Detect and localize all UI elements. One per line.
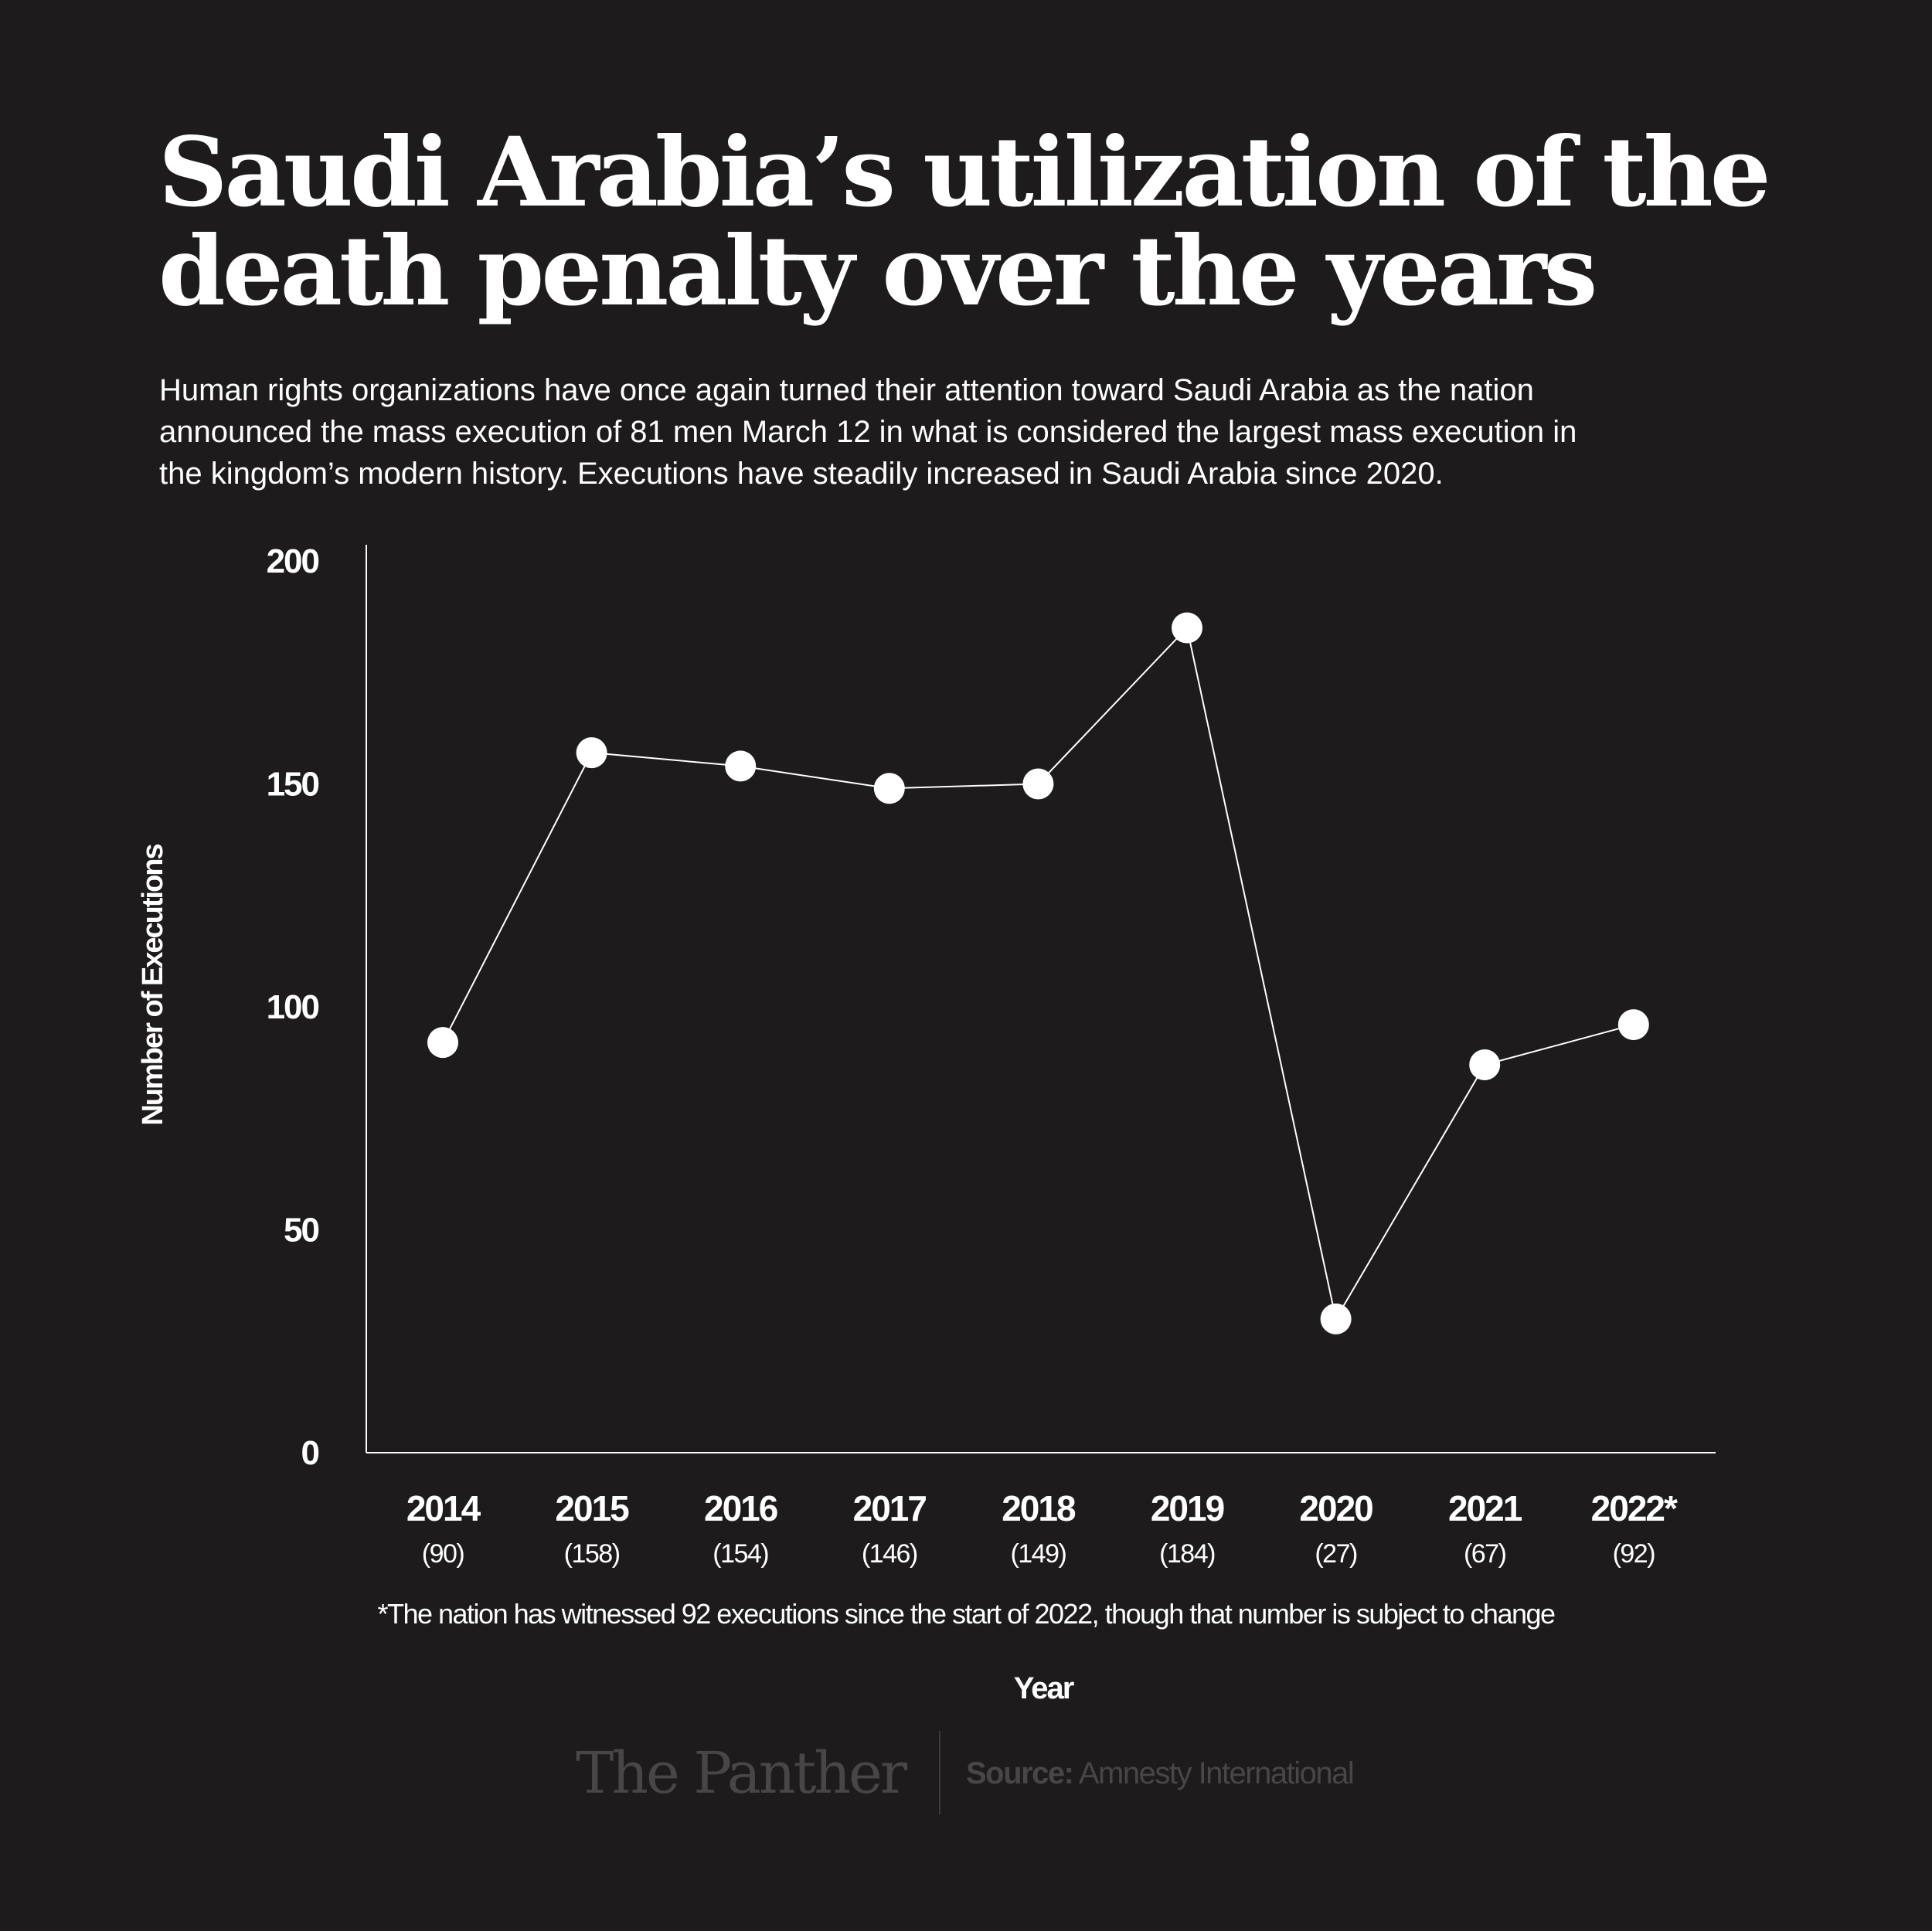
title-line-2: death penalty over the years [158, 216, 1597, 328]
x-tick-label-2017: 2017 [853, 1488, 927, 1528]
source-name: Amnesty International [1073, 1756, 1355, 1790]
data-label-2014: (90) [422, 1539, 464, 1569]
y-tick-labels: 0 50 100 150 200 [267, 542, 321, 1472]
y-tick-label-50: 50 [284, 1212, 318, 1249]
data-point-2017 [873, 773, 905, 804]
data-point-2018 [1022, 768, 1054, 800]
data-point-2021 [1469, 1049, 1501, 1081]
chart-footnote: *The nation has witnessed 92 executions … [377, 1598, 1556, 1630]
data-label-2016: (154) [713, 1539, 768, 1569]
y-tick-label-200: 200 [267, 542, 319, 580]
data-label-2021: (67) [1464, 1539, 1506, 1569]
chart-axes [366, 545, 1716, 1453]
subtitle-line-2: announced the mass execution of 81 men M… [159, 415, 1577, 449]
title-line-1: Saudi Arabia’s utilization of the [158, 117, 1771, 229]
subtitle-line-1: Human rights organizations have once aga… [159, 373, 1534, 407]
data-point-2015 [576, 737, 607, 769]
source-credit: Source: Amnesty International [966, 1731, 1355, 1816]
y-tick-label-150: 150 [267, 766, 319, 804]
y-axis-title: Number of Executions [137, 844, 169, 1125]
x-tick-label-2015: 2015 [555, 1488, 629, 1528]
x-tick-label-2016: 2016 [704, 1488, 777, 1528]
footer: The Panther Source: Amnesty Internationa… [0, 1731, 1932, 1816]
footer-divider [939, 1731, 940, 1814]
series-group [427, 612, 1649, 1334]
data-label-2017: (146) [862, 1539, 917, 1569]
x-tick-label-2019: 2019 [1151, 1488, 1224, 1528]
data-point-2019 [1172, 612, 1202, 644]
x-tick-label-2020: 2020 [1299, 1488, 1372, 1528]
data-point-2014 [427, 1027, 458, 1059]
x-tick-label-2018: 2018 [1002, 1488, 1076, 1528]
x-tick-label-2021: 2021 [1448, 1488, 1522, 1528]
subtitle-line-3: the kingdom’s modern history. Executions… [159, 457, 1444, 491]
page-title: Saudi Arabia’s utilization of the death … [158, 124, 1820, 321]
brand-logo: The Panther [576, 1740, 907, 1807]
x-axis-title: Year [1014, 1671, 1074, 1705]
data-label-2022: (92) [1613, 1539, 1655, 1569]
data-point-2020 [1320, 1303, 1352, 1334]
data-point-2022 [1617, 1009, 1649, 1041]
x-tick-label-2022: 2022* [1591, 1488, 1678, 1528]
chart-subtitle: Human rights organizations have once aga… [159, 369, 1821, 495]
data-point-2016 [725, 750, 757, 782]
source-label: Source: [966, 1756, 1074, 1790]
series-line [442, 626, 1634, 1321]
y-tick-label-100: 100 [267, 988, 319, 1026]
data-label-2020: (27) [1315, 1539, 1357, 1569]
x-tick-labels: 2014 (90) 2015 (158) 2016 (154) 2017 (146) 2018 (… [406, 1488, 1679, 1569]
data-label-2019: (184) [1159, 1539, 1215, 1569]
data-label-2015: (158) [564, 1539, 620, 1569]
y-tick-label-0: 0 [301, 1434, 319, 1472]
x-tick-label-2014: 2014 [406, 1488, 481, 1528]
data-label-2018: (149) [1010, 1539, 1066, 1569]
